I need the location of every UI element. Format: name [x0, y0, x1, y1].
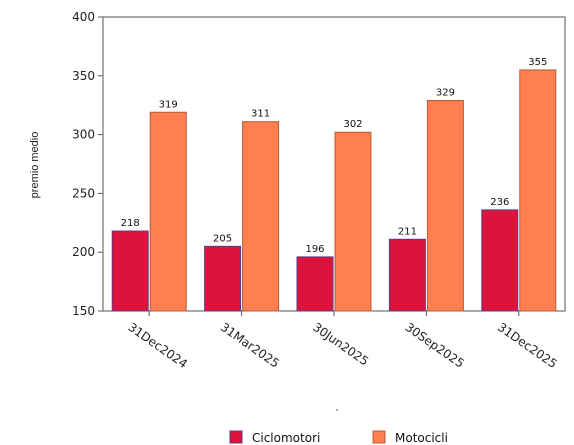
bar-motocicli-31Mar2025: [242, 121, 280, 312]
data-label: 329: [436, 87, 455, 98]
y-tick-label: 400: [72, 10, 95, 24]
legend-label-ciclomotori: Ciclomotori: [252, 431, 320, 445]
data-label: 196: [305, 244, 324, 255]
y-tick-label: 300: [72, 128, 95, 142]
plot-area: 150 200 250 300 350 400 218 319 31Dec2024 205 311 3…: [72, 10, 566, 371]
y-tick-label: 200: [72, 245, 95, 259]
bar-ciclomotori-30Sep2025: [388, 238, 426, 312]
x-category-label: 31Dec2025: [495, 320, 560, 371]
data-label: 319: [159, 99, 178, 110]
data-label: 236: [490, 197, 509, 208]
bar-ciclomotori-31Mar2025: [204, 245, 242, 312]
x-category-label: 30Sep2025: [403, 320, 467, 371]
bar-ciclomotori-30Jun2025: [296, 256, 334, 312]
y-tick-label: 250: [72, 186, 95, 200]
bar-motocicli-30Jun2025: [334, 131, 372, 312]
data-label: 211: [398, 226, 417, 237]
legend-label-motocicli: Motocicli: [395, 431, 448, 445]
data-label: 218: [121, 218, 140, 229]
data-label: 302: [343, 119, 362, 130]
stray-dot: [336, 409, 338, 411]
x-category-label: 31Mar2025: [218, 320, 282, 371]
bar-motocicli-31Dec2025: [519, 69, 557, 312]
data-label: 311: [251, 109, 270, 120]
y-tick-label: 350: [72, 69, 95, 83]
bar-motocicli-31Dec2024: [149, 111, 187, 312]
x-category-label: 30Jun2025: [310, 320, 371, 368]
bar-motocicli-30Sep2025: [426, 99, 464, 312]
y-tick-label: 150: [72, 304, 95, 318]
legend-swatch-motocicli: [372, 430, 386, 444]
legend-swatch-ciclomotori: [229, 430, 243, 444]
bar-ciclomotori-31Dec2025: [481, 209, 519, 312]
data-label: 355: [528, 57, 547, 68]
x-category-label: 31Dec2024: [125, 320, 190, 371]
bar-ciclomotori-31Dec2024: [111, 230, 149, 312]
data-label: 205: [213, 233, 232, 244]
y-axis-title: premio medio: [29, 132, 41, 199]
legend: Ciclomotori Motocicli: [229, 409, 448, 445]
